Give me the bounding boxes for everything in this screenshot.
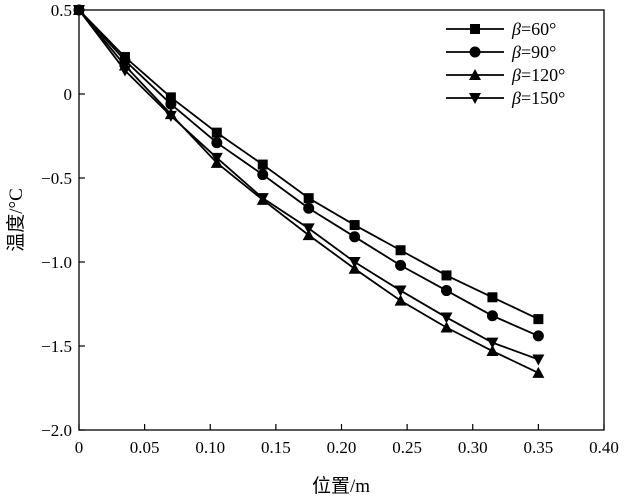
legend-label: β=90° (511, 42, 556, 62)
legend-value: =60° (521, 19, 556, 39)
y-tick-label: −1.5 (41, 337, 72, 356)
legend-entry: β=150° (446, 88, 565, 108)
data-point (257, 169, 269, 181)
data-point (440, 312, 453, 324)
legend-label: β=150° (511, 88, 565, 108)
y-tick-label: 0 (64, 85, 73, 104)
data-point (303, 202, 315, 214)
legend-label: β=60° (511, 19, 556, 39)
series-line (78, 9, 539, 374)
data-point (486, 345, 499, 357)
data-point (302, 229, 315, 241)
data-point (486, 310, 498, 322)
legend-marker (470, 24, 480, 34)
legend-symbol: β (511, 88, 521, 108)
data-point (394, 285, 407, 297)
x-axis-label: 位置/m (312, 475, 370, 497)
legend-entry: β=60° (446, 19, 556, 39)
data-point (210, 152, 223, 164)
data-point (487, 292, 498, 303)
x-tick-label: 0.15 (261, 438, 291, 457)
data-point (118, 65, 131, 77)
legend-symbol: β (511, 19, 521, 39)
data-point (73, 5, 85, 16)
x-tick-label: 0 (75, 438, 84, 457)
legend-value: =90° (521, 42, 556, 62)
data-point (441, 285, 452, 297)
y-tick-label: 0.5 (51, 1, 72, 20)
y-tick-label: −2.0 (41, 421, 72, 440)
legend-label: β=120° (511, 65, 565, 85)
legend-symbol: β (511, 65, 521, 85)
data-point (257, 159, 268, 170)
legend-symbol: β (511, 42, 521, 62)
legend-entry: β=90° (446, 42, 556, 62)
legend-marker (469, 93, 481, 104)
legend-value: =120° (521, 65, 565, 85)
data-point (395, 245, 406, 256)
data-point (349, 231, 361, 243)
series-line (78, 9, 539, 361)
y-tick-label: −0.5 (41, 169, 72, 188)
x-tick-label: 0.35 (524, 438, 554, 457)
data-point (533, 314, 544, 325)
legend-marker (469, 69, 481, 80)
x-tick-label: 0.25 (392, 438, 422, 457)
data-point (348, 257, 361, 268)
y-axis-label: 温度/°C (5, 188, 27, 252)
data-point (486, 337, 499, 349)
x-tick-label: 0.10 (195, 438, 225, 457)
data-point (440, 321, 453, 333)
data-point (441, 270, 452, 281)
y-tick-label: −1.0 (41, 253, 72, 272)
x-tick-label: 0.30 (458, 438, 488, 457)
data-point (165, 98, 177, 110)
data-point (302, 223, 315, 235)
legend-marker (469, 46, 481, 58)
data-point (395, 259, 407, 271)
data-point (165, 92, 176, 103)
x-tick-label: 0.05 (130, 438, 160, 457)
legend: β=60°β=90°β=120°β=150° (446, 19, 565, 108)
x-tick-label: 0.40 (589, 438, 619, 457)
data-point (532, 354, 545, 366)
series-triangle-up (73, 4, 545, 378)
data-point (394, 294, 407, 306)
series-triangle-down (73, 5, 545, 366)
data-point (532, 330, 544, 342)
data-point (211, 127, 222, 138)
data-point (211, 137, 223, 149)
x-tick-label: 0.20 (327, 438, 357, 457)
data-point (303, 193, 314, 204)
data-point (532, 366, 545, 378)
data-point (256, 193, 269, 205)
legend-entry: β=120° (446, 65, 565, 85)
legend-value: =150° (521, 88, 565, 108)
data-point (348, 262, 361, 274)
series-line (78, 9, 539, 320)
data-point (164, 110, 177, 122)
data-point (349, 220, 360, 231)
